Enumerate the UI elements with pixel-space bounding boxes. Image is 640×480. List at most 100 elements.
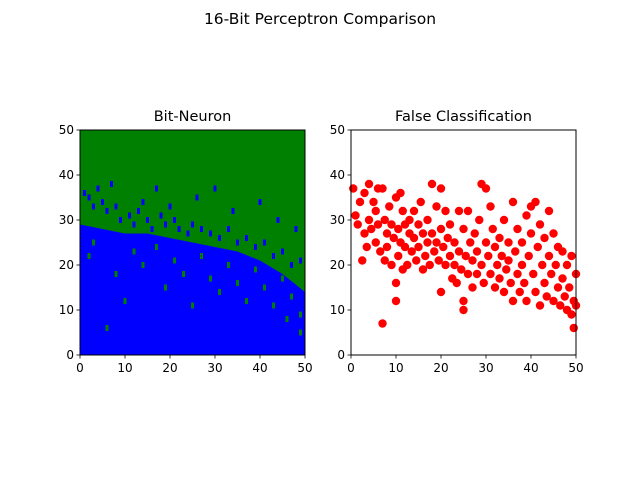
low-class-marker bbox=[218, 235, 221, 241]
x-tick-label: 30 bbox=[478, 361, 493, 375]
error-point bbox=[558, 247, 567, 256]
error-point bbox=[547, 269, 556, 279]
x-tick-label: 40 bbox=[252, 361, 267, 375]
error-point bbox=[479, 278, 488, 288]
low-class-marker bbox=[213, 185, 217, 192]
error-point bbox=[385, 202, 394, 211]
error-point bbox=[459, 305, 468, 315]
error-point bbox=[522, 211, 531, 220]
error-point bbox=[454, 247, 464, 256]
y-tick-label: 10 bbox=[330, 303, 345, 317]
error-point bbox=[513, 224, 522, 234]
error-point bbox=[450, 238, 459, 247]
error-point bbox=[416, 197, 425, 207]
error-point bbox=[535, 220, 545, 229]
error-point bbox=[515, 287, 524, 297]
high-class-marker bbox=[141, 262, 145, 268]
high-class-marker bbox=[299, 311, 302, 318]
x-tick-label: 0 bbox=[347, 361, 355, 375]
error-point bbox=[414, 242, 423, 252]
region-low bbox=[80, 224, 305, 355]
error-point bbox=[459, 296, 468, 306]
error-point bbox=[423, 238, 432, 247]
low-class-marker bbox=[200, 226, 203, 232]
error-point bbox=[544, 206, 554, 216]
error-point bbox=[353, 220, 362, 229]
false-classification-points bbox=[349, 179, 581, 333]
error-point bbox=[443, 233, 452, 243]
error-point bbox=[418, 229, 428, 238]
error-point bbox=[560, 292, 569, 301]
error-point bbox=[436, 224, 446, 234]
error-point bbox=[481, 238, 491, 247]
error-point bbox=[432, 202, 441, 211]
error-point bbox=[351, 211, 360, 220]
error-point bbox=[394, 251, 403, 261]
y-tick-label: 20 bbox=[59, 258, 74, 272]
low-class-marker bbox=[272, 253, 275, 259]
high-class-marker bbox=[254, 266, 257, 273]
error-point bbox=[569, 323, 578, 333]
high-class-marker bbox=[227, 262, 230, 268]
false-classification-x-axis: 0 10 20 30 40 50 bbox=[347, 355, 584, 375]
high-class-marker bbox=[164, 284, 167, 291]
low-class-marker bbox=[263, 239, 266, 246]
y-tick-label: 50 bbox=[330, 123, 345, 137]
error-point bbox=[490, 242, 500, 252]
error-point bbox=[360, 188, 369, 198]
y-tick-label: 30 bbox=[330, 213, 345, 227]
error-point bbox=[538, 260, 547, 270]
error-point bbox=[562, 260, 572, 270]
low-class-marker bbox=[236, 239, 239, 246]
low-class-marker bbox=[141, 199, 145, 205]
high-class-marker bbox=[182, 271, 185, 277]
error-point bbox=[387, 260, 396, 270]
low-class-marker bbox=[209, 230, 212, 237]
high-class-marker bbox=[132, 248, 136, 255]
x-tick-label: 10 bbox=[388, 361, 403, 375]
x-tick-label: 50 bbox=[297, 361, 312, 375]
low-class-marker bbox=[290, 262, 293, 268]
error-point bbox=[400, 242, 410, 252]
error-point bbox=[506, 278, 515, 288]
error-point bbox=[472, 247, 482, 256]
low-class-marker bbox=[114, 203, 118, 210]
error-point bbox=[457, 265, 466, 274]
high-class-marker bbox=[191, 302, 194, 309]
error-point bbox=[425, 260, 434, 270]
error-point bbox=[477, 260, 486, 270]
error-point bbox=[409, 206, 419, 216]
error-point bbox=[558, 274, 567, 283]
low-class-marker bbox=[128, 212, 131, 219]
low-class-marker bbox=[155, 185, 158, 192]
error-point bbox=[470, 229, 479, 238]
error-point bbox=[380, 215, 389, 225]
low-class-marker bbox=[92, 203, 95, 210]
error-point bbox=[461, 251, 470, 261]
error-point bbox=[567, 310, 576, 319]
error-point bbox=[484, 251, 493, 261]
error-point bbox=[380, 256, 389, 265]
error-point bbox=[371, 206, 380, 216]
error-point bbox=[407, 247, 416, 256]
error-point bbox=[405, 215, 414, 225]
low-class-marker bbox=[105, 208, 109, 214]
error-point bbox=[463, 206, 473, 216]
high-class-marker bbox=[200, 253, 203, 259]
error-point bbox=[436, 184, 446, 193]
y-tick-label: 40 bbox=[330, 168, 345, 182]
error-point bbox=[349, 184, 358, 193]
error-point bbox=[551, 260, 560, 270]
low-class-marker bbox=[132, 221, 136, 228]
bit-neuron-x-axis: 0 10 20 30 40 50 bbox=[76, 355, 313, 375]
low-class-marker bbox=[146, 217, 149, 223]
error-point bbox=[434, 256, 443, 265]
error-point bbox=[497, 251, 506, 261]
error-point bbox=[376, 247, 385, 256]
low-class-marker bbox=[186, 230, 190, 237]
error-point bbox=[488, 224, 497, 234]
high-class-marker bbox=[218, 289, 221, 295]
low-class-marker bbox=[258, 199, 262, 205]
error-point bbox=[452, 278, 461, 288]
